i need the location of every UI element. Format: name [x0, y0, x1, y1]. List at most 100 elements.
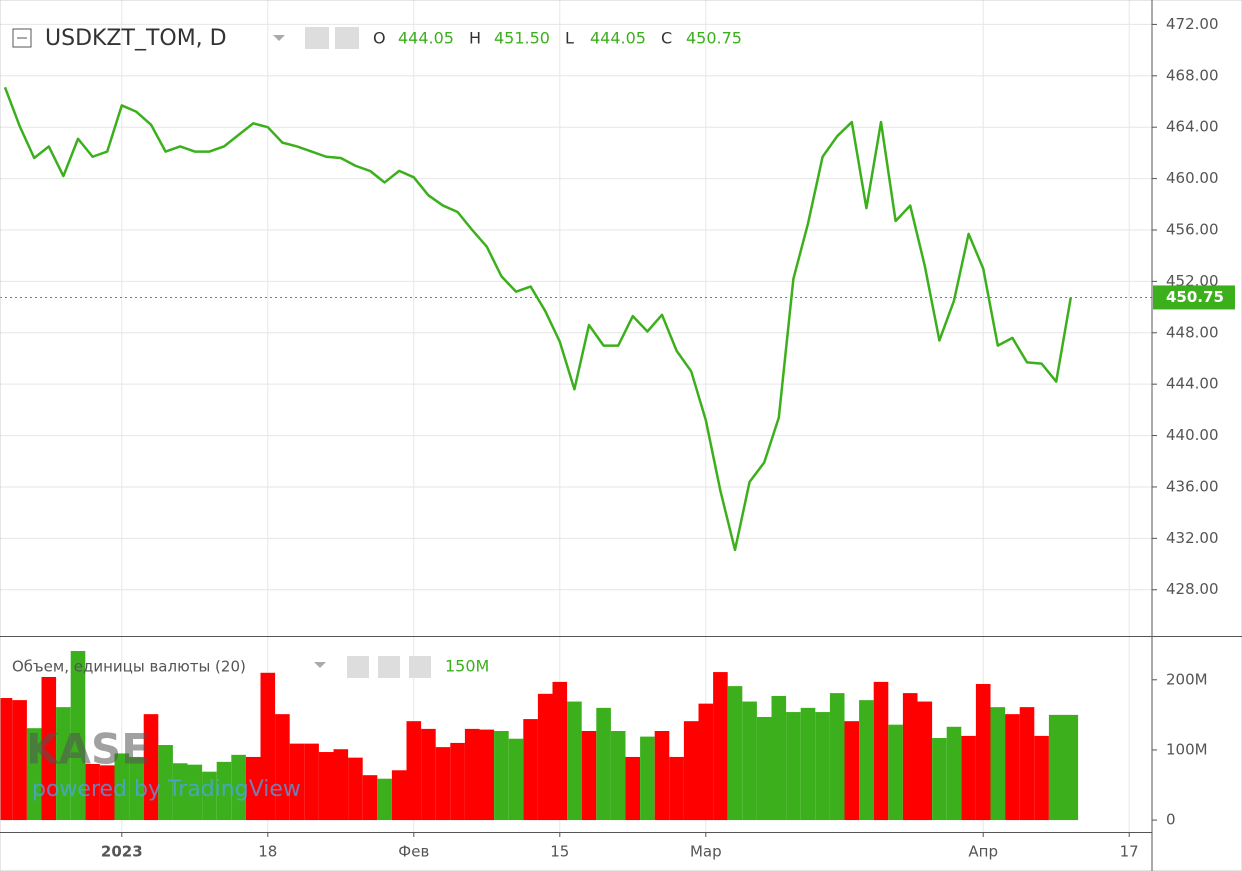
y-tick-label: 440.00	[1166, 426, 1219, 444]
volume-bar	[377, 778, 392, 821]
volume-bar	[713, 672, 728, 821]
volume-bar	[946, 726, 962, 821]
volume-bar	[406, 721, 422, 821]
volume-bar	[56, 707, 71, 821]
volume-bar	[975, 683, 991, 821]
volume-title: Объем, единицы валюты (20)	[12, 658, 246, 676]
volume-bar	[435, 747, 451, 821]
y-tick-label: 444.00	[1166, 375, 1219, 393]
volume-bar	[1034, 735, 1049, 821]
volume-bar	[202, 771, 217, 821]
volume-bar	[859, 700, 874, 821]
volume-bar	[581, 730, 597, 821]
volume-bar	[552, 681, 568, 821]
volume-bar	[41, 676, 57, 821]
settings-icon[interactable]	[335, 27, 359, 49]
volume-bar	[494, 730, 509, 821]
volume-bar	[873, 681, 889, 821]
dropdown-icon[interactable]	[314, 662, 326, 668]
volume-bar	[961, 735, 976, 821]
volume-bar	[567, 701, 582, 821]
volume-bar	[523, 719, 538, 821]
volume-bar	[888, 724, 903, 821]
y-tick-label: 200M	[1166, 670, 1208, 688]
y-tick-label: 436.00	[1166, 477, 1219, 495]
volume-bar	[610, 730, 626, 821]
y-tick-label: 472.00	[1166, 15, 1219, 33]
y-tick-label: 456.00	[1166, 220, 1219, 238]
ohlc-value: 444.05	[590, 29, 646, 48]
price-line	[3, 86, 1073, 552]
volume-bar	[245, 756, 261, 821]
volume-bar	[450, 742, 465, 821]
watermark-logo: KASE	[26, 725, 150, 774]
volume-bar	[1005, 714, 1020, 821]
x-tick-label: 15	[550, 843, 569, 861]
ohlc-key: L	[565, 29, 574, 48]
volume-bar	[85, 763, 100, 821]
volume-bar	[1063, 714, 1079, 821]
volume-bar	[479, 729, 495, 821]
volume-bar	[698, 703, 714, 821]
volume-bar	[289, 743, 305, 821]
x-tick-label: 17	[1120, 843, 1139, 861]
volume-bar	[654, 730, 670, 821]
volume-bar	[596, 707, 611, 821]
ohlc-key: O	[373, 29, 386, 48]
volume-bar	[727, 686, 743, 821]
volume-bar	[800, 707, 816, 821]
ohlc-value: 450.75	[686, 29, 742, 48]
volume-bar	[464, 728, 480, 821]
volume-bar	[70, 651, 86, 821]
x-tick-label: 2023	[101, 843, 143, 861]
eye-icon[interactable]	[347, 656, 369, 678]
eye-icon[interactable]	[305, 27, 329, 49]
ohlc-value: 451.50	[494, 29, 550, 48]
symbol: USDKZT_TOM, D	[45, 26, 227, 51]
volume-bar	[786, 712, 801, 821]
y-tick-label: 468.00	[1166, 66, 1219, 84]
y-tick-label: 460.00	[1166, 169, 1219, 187]
ohlc-key: H	[469, 29, 481, 48]
volume-bar	[216, 761, 232, 821]
volume-bar	[508, 738, 524, 821]
volume-bar	[391, 770, 407, 821]
volume-bar	[231, 754, 246, 821]
y-tick-label: 464.00	[1166, 118, 1219, 136]
volume-bar	[640, 736, 655, 821]
volume-bar	[815, 712, 830, 821]
settings-icon[interactable]	[378, 656, 400, 678]
volume-bar	[362, 775, 378, 821]
dropdown-icon[interactable]	[273, 35, 285, 41]
volume-bar	[683, 721, 699, 821]
volume-bar	[932, 738, 947, 821]
x-tick-label: Апр	[968, 843, 998, 861]
volume-last: 150M	[445, 657, 489, 676]
ohlc-key: C	[661, 29, 672, 48]
volume-bar	[917, 701, 933, 821]
ohlc: O 444.05 H 451.50 L 444.05 C 450.75	[373, 29, 742, 48]
volume-bar	[304, 743, 319, 821]
x-tick-label: Мар	[690, 843, 722, 861]
volume-bar	[1048, 714, 1064, 821]
y-tick-label: 432.00	[1166, 529, 1219, 547]
volume-bar	[902, 693, 918, 821]
volume-bar	[537, 693, 553, 821]
volume-bar	[318, 752, 334, 821]
volume-bar	[187, 764, 203, 821]
volume-bar	[129, 756, 144, 821]
volume-bar	[26, 728, 42, 821]
volume-bar	[771, 695, 787, 821]
x-tick-label: Фев	[398, 843, 429, 861]
volume-bar	[742, 701, 757, 821]
volume-bar	[756, 716, 772, 821]
volume-bar	[1019, 707, 1035, 821]
ohlc-value: 444.05	[398, 29, 454, 48]
close-icon[interactable]	[409, 656, 431, 678]
y-tick-label: 428.00	[1166, 580, 1219, 598]
volume-bar	[260, 672, 276, 821]
y-tick-label: 100M	[1166, 740, 1208, 758]
volume-bar	[275, 714, 290, 821]
volume-bar	[625, 756, 641, 821]
